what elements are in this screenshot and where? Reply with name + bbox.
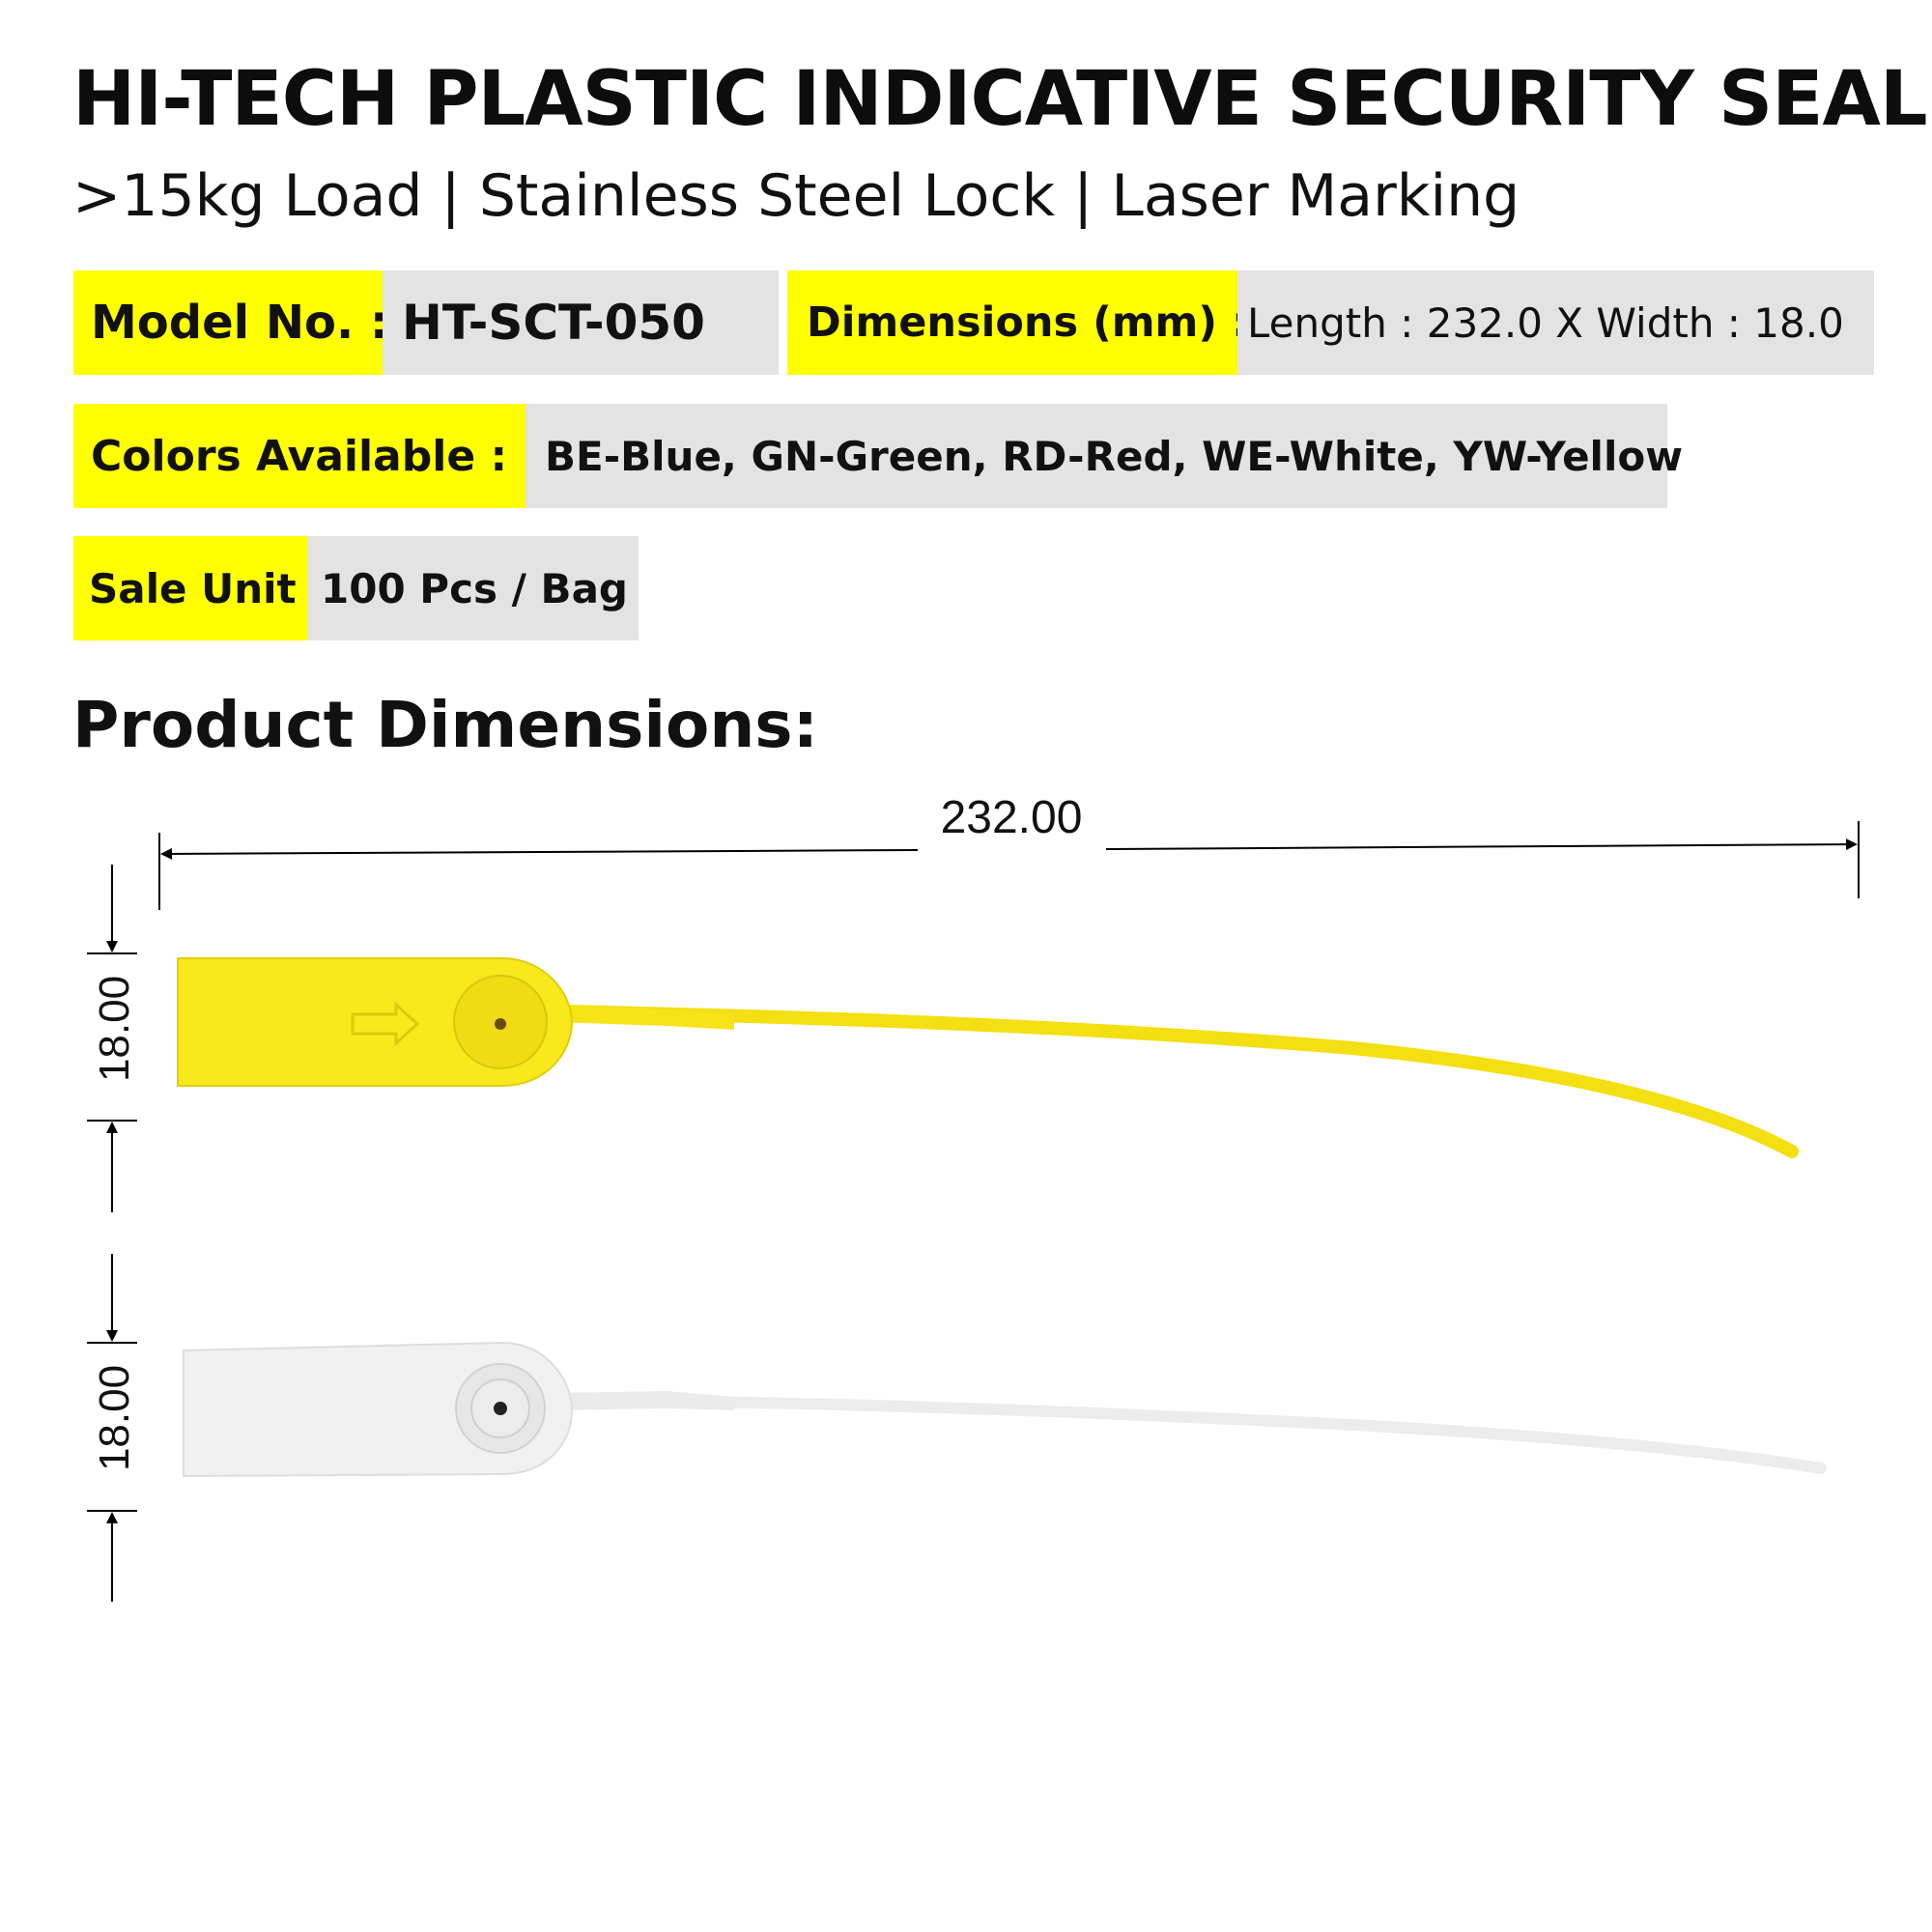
length-dim-line-right xyxy=(1105,838,1858,851)
width-label-top: 18.00 xyxy=(91,976,138,1082)
length-dim-line-left xyxy=(160,847,919,860)
sale-unit-label-text: Sale Unit : xyxy=(89,564,327,612)
dimensions-value-text: Length : 232.0 X Width : 18.0 xyxy=(1247,298,1844,347)
length-label: 232.00 xyxy=(941,792,1083,843)
width-label-bottom: 18.00 xyxy=(91,1365,138,1471)
page-title: HI-TECH PLASTIC INDICATIVE SECURITY SEAL xyxy=(72,56,1928,143)
dimensions-label-text: Dimensions (mm) : xyxy=(807,298,1249,347)
white-seal-lock-hole xyxy=(494,1402,507,1415)
colors-value: BE-Blue, GN-Green, RD-Red, WE-White, YW-… xyxy=(526,404,1683,508)
colors-label-text: Colors Available : xyxy=(91,431,508,481)
yellow-seal-neck xyxy=(555,1005,734,1030)
sale-unit-value: 100 Pcs / Bag xyxy=(307,536,639,640)
sale-unit-value-text: 100 Pcs / Bag xyxy=(321,564,628,612)
model-value-text: HT-SCT-050 xyxy=(402,295,705,351)
colors-value-text: BE-Blue, GN-Green, RD-Red, WE-White, YW-… xyxy=(545,432,1684,480)
sale-unit-label: Sale Unit : xyxy=(73,536,327,640)
colors-label: Colors Available : xyxy=(73,404,526,508)
white-seal-illustration xyxy=(183,1341,1827,1478)
yellow-seal-tail xyxy=(558,1005,1799,1158)
white-seal-tail xyxy=(554,1395,1827,1474)
yellow-seal-illustration xyxy=(177,957,1799,1158)
page-subtitle: >15kg Load | Stainless Steel Lock | Lase… xyxy=(72,162,1520,230)
yellow-seal-lock-hole xyxy=(495,1018,506,1030)
model-label-text: Model No. : xyxy=(91,296,389,350)
white-seal-neck xyxy=(555,1391,734,1410)
model-value: HT-SCT-050 xyxy=(383,270,779,375)
dimensions-label: Dimensions (mm) : xyxy=(787,270,1248,375)
yellow-seal-arrow-emboss xyxy=(351,1001,420,1047)
dimensions-value: Length : 232.0 X Width : 18.0 xyxy=(1237,270,1874,375)
model-label: Model No. : xyxy=(73,270,388,375)
section-title: Product Dimensions: xyxy=(72,688,818,762)
